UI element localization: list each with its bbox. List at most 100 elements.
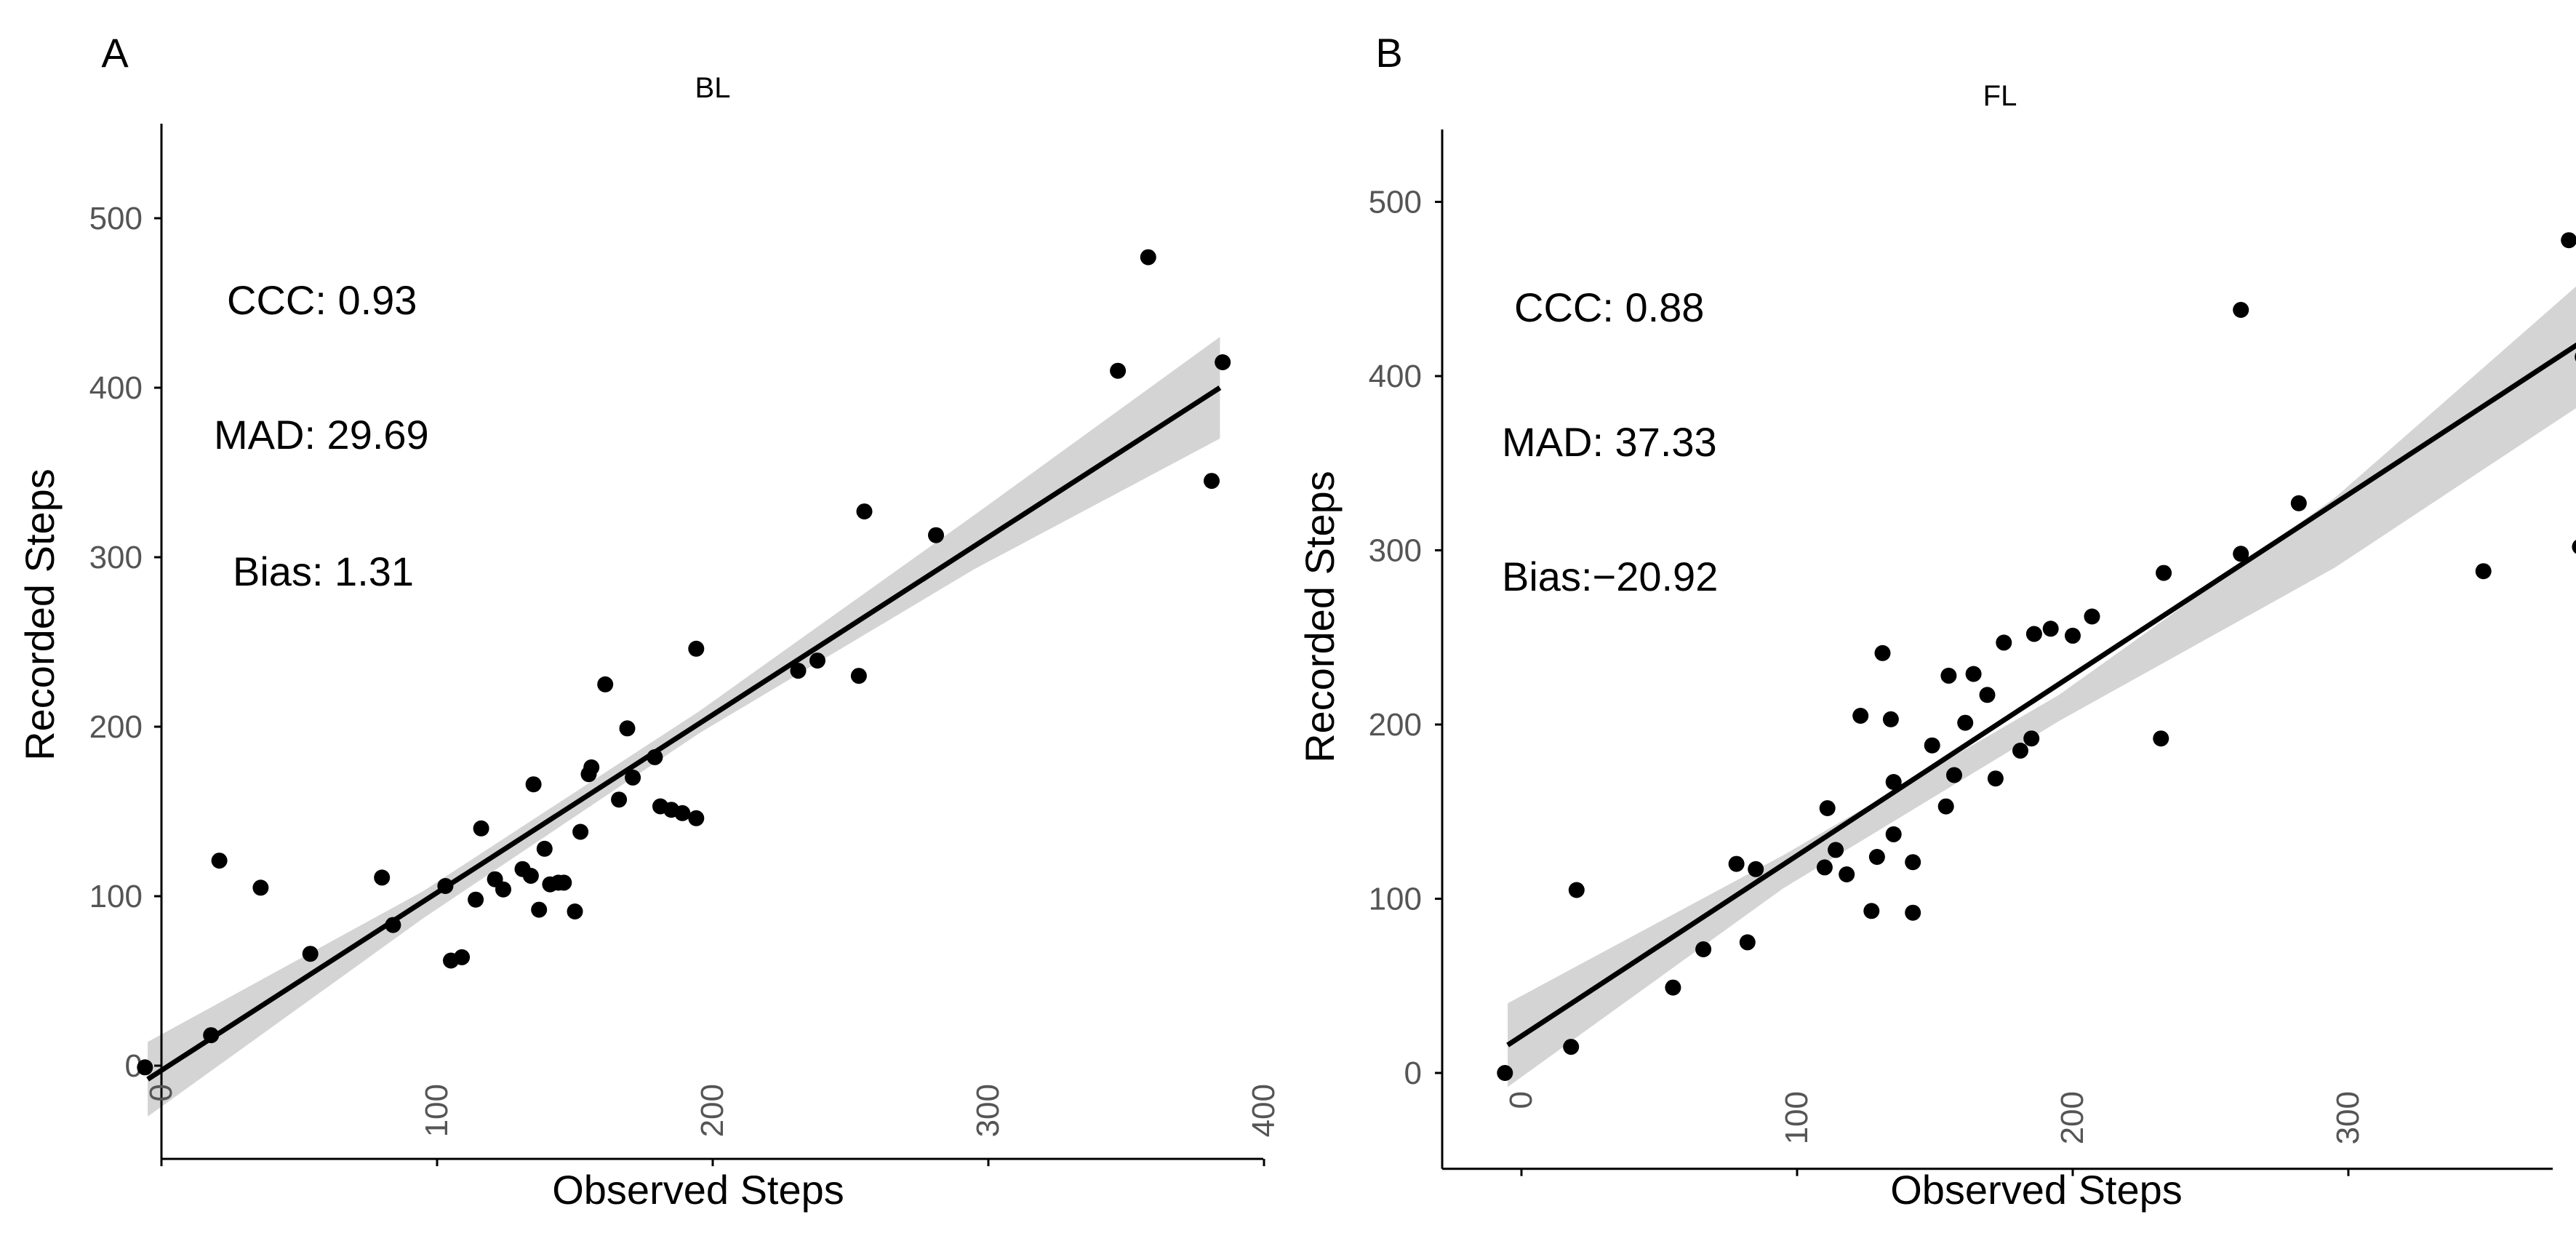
data-point [611, 791, 628, 808]
data-point [1739, 934, 1756, 951]
y-tick-label: 300 [89, 540, 143, 575]
ccc-annotation: CCC: 0.88 [1514, 284, 1704, 330]
data-point [2025, 626, 2042, 642]
data-point [1828, 842, 1844, 858]
ccc-annotation: CCC: 0.93 [227, 277, 417, 323]
data-point [1957, 714, 1974, 731]
data-point [1816, 859, 1833, 876]
data-point [2233, 302, 2249, 318]
chart-title: BL [695, 72, 731, 104]
data-point [572, 823, 589, 840]
data-point [2233, 546, 2249, 562]
data-point [1215, 354, 1231, 370]
data-point [1110, 362, 1127, 379]
x-tick-label: 300 [970, 1084, 1006, 1137]
data-point [211, 853, 228, 869]
x-tick-label: 0 [1503, 1091, 1539, 1109]
data-point [495, 881, 511, 898]
data-point [1882, 711, 1899, 727]
x-tick-label: 0 [143, 1084, 179, 1101]
data-point [556, 874, 572, 891]
bias-annotation: Bias:−20.92 [1502, 554, 1718, 599]
y-tick-label: 100 [89, 879, 143, 914]
y-tick-label: 500 [1369, 185, 1422, 220]
data-point [522, 868, 539, 884]
y-tick-label: 400 [89, 370, 143, 406]
data-point [1924, 737, 1940, 754]
data-point [2290, 495, 2307, 511]
panel-letter: B [1375, 30, 1402, 76]
y-axis-title: Recorded Steps [17, 468, 63, 761]
data-point [137, 1059, 153, 1076]
data-point [1568, 882, 1585, 898]
confidence-band [148, 337, 1220, 1117]
data-point [619, 720, 636, 737]
data-point [2012, 742, 2028, 759]
x-tick-label: 100 [1779, 1091, 1815, 1144]
data-point [597, 676, 614, 693]
data-point [252, 879, 269, 896]
data-point [1987, 770, 2004, 787]
y-tick-label: 100 [1369, 882, 1422, 917]
y-tick-label: 500 [89, 201, 143, 236]
data-point [1905, 854, 1921, 871]
x-tick-label: 200 [2055, 1091, 2090, 1144]
data-point [2561, 232, 2576, 249]
data-point [2156, 564, 2172, 581]
y-tick-label: 200 [1369, 707, 1422, 743]
y-tick-label: 400 [1369, 359, 1422, 394]
data-point [809, 653, 825, 669]
data-point [567, 903, 583, 919]
data-point [1885, 774, 1902, 790]
data-point [1868, 849, 1885, 865]
y-tick-label: 200 [89, 709, 143, 745]
data-point [454, 949, 471, 965]
panel-letter: A [101, 30, 129, 76]
data-point [688, 640, 705, 657]
regression-line [146, 386, 1222, 1082]
data-point [928, 527, 944, 543]
data-point [531, 901, 548, 918]
data-point [2084, 608, 2100, 625]
y-axis-title: Recorded Steps [1297, 471, 1343, 763]
data-point [1728, 855, 1745, 872]
data-point [1885, 826, 1902, 842]
data-point [2065, 627, 2081, 644]
data-point [790, 663, 807, 679]
data-point [1979, 687, 1996, 703]
data-point [583, 759, 600, 775]
mad-annotation: MAD: 37.33 [1502, 419, 1717, 465]
confidence-band [1508, 286, 2576, 1088]
data-point [1204, 473, 1220, 490]
data-point [2572, 540, 2576, 554]
data-point [1497, 1065, 1513, 1081]
data-point [437, 878, 454, 894]
data-point [2475, 563, 2492, 580]
chart-title: FL [1983, 80, 2017, 112]
data-point [1819, 800, 1836, 816]
data-point [1874, 645, 1891, 661]
data-point [1965, 666, 1982, 682]
data-point [1905, 904, 1921, 921]
data-point [1937, 798, 1954, 815]
data-point [2023, 730, 2040, 747]
y-tick-label: 0 [1404, 1056, 1422, 1091]
bias-annotation: Bias: 1.31 [233, 548, 414, 594]
data-point [2153, 730, 2169, 747]
data-point [1140, 249, 1156, 266]
data-point [1748, 861, 1764, 877]
x-tick-label: 200 [695, 1084, 730, 1137]
panel-b: 01002003004005000100200300400BFLRecorded… [1297, 30, 2576, 1213]
data-point [1996, 634, 2012, 651]
data-point [302, 946, 319, 962]
data-point [2042, 620, 2059, 637]
mad-annotation: MAD: 29.69 [214, 412, 429, 458]
data-point [1665, 979, 1681, 996]
x-axis-title: Observed Steps [552, 1167, 844, 1213]
data-point [1946, 767, 1962, 783]
data-point [1563, 1039, 1580, 1056]
data-point [374, 869, 391, 886]
data-point [203, 1027, 220, 1044]
